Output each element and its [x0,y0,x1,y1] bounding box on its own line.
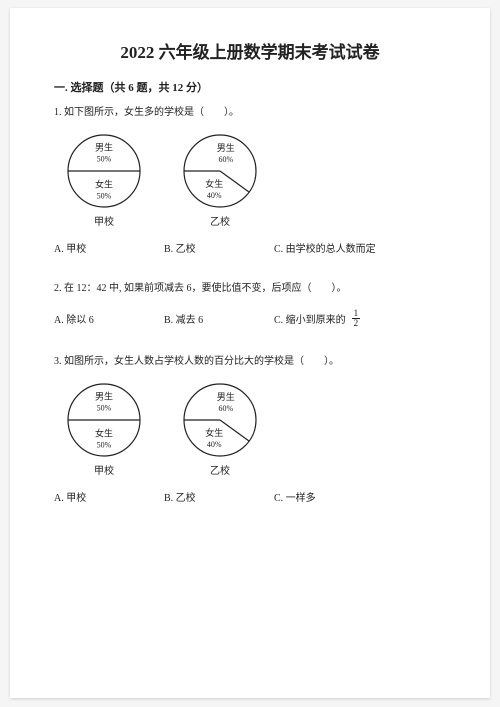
svg-text:50%: 50% [97,154,112,163]
q2-option-b: B. 减去 6 [164,311,274,326]
svg-text:50%: 50% [97,441,112,450]
svg-text:女生: 女生 [95,179,113,190]
q3-options: A. 甲校 B. 乙校 C. 一样多 [54,489,446,504]
svg-text:男生: 男生 [217,391,235,402]
q3-option-b: B. 乙校 [164,489,274,504]
svg-text:男生: 男生 [95,390,113,401]
q2-text: 2. 在 12：42 中, 如果前项减去 6，要使比值不变，后项应（ ）。 [54,281,446,297]
svg-text:男生: 男生 [217,142,235,153]
pie-a-school: 甲校 [94,213,114,228]
svg-text:女生: 女生 [205,178,223,189]
q2-option-a: A. 除以 6 [54,311,164,326]
q1-pie-a: 女生 50% 男生 50% 甲校 [66,133,142,228]
svg-text:40%: 40% [207,191,222,200]
q3-option-a: A. 甲校 [54,489,164,504]
svg-text:60%: 60% [218,404,233,413]
q3-option-c: C. 一样多 [274,489,446,504]
q2-options: A. 除以 6 B. 减去 6 C. 缩小到原来的 1 2 [54,309,446,328]
svg-text:50%: 50% [97,403,112,412]
q1-options: A. 甲校 B. 乙校 C. 由学校的总人数而定 [54,240,446,255]
q3-charts: 女生 50% 男生 50% 甲校 女生 40% 男生 60% 乙校 [66,382,446,477]
svg-text:男生: 男生 [95,141,113,152]
section-heading: 一. 选择题（共 6 题，共 12 分） [54,79,446,95]
svg-text:50%: 50% [97,192,112,201]
q1-text: 1. 如下图所示，女生多的学校是（ ）。 [54,105,446,121]
q1-charts: 女生 50% 男生 50% 甲校 女生 40% 男生 60% 乙校 [66,133,446,228]
pie-chart-b2: 女生 40% 男生 60% [182,382,258,458]
q1-option-c: C. 由学校的总人数而定 [274,240,446,255]
page-title: 2022 六年级上册数学期末考试试卷 [54,38,446,63]
fraction-icon: 1 2 [352,309,361,328]
frac-denominator: 2 [352,319,361,328]
q3-text: 3. 如图所示，女生人数占学校人数的百分比大的学校是（ ）。 [54,354,446,370]
svg-text:60%: 60% [218,155,233,164]
q3-pie-b: 女生 40% 男生 60% 乙校 [182,382,258,477]
q2-option-c: C. 缩小到原来的 1 2 [274,309,446,328]
q2-option-c-text: C. 缩小到原来的 [274,311,346,326]
q1-pie-b: 女生 40% 男生 60% 乙校 [182,133,258,228]
q1-option-a: A. 甲校 [54,240,164,255]
svg-text:40%: 40% [207,440,222,449]
pie-a2-school: 甲校 [94,462,114,477]
exam-page: 2022 六年级上册数学期末考试试卷 一. 选择题（共 6 题，共 12 分） … [10,8,490,698]
pie-b-school: 乙校 [210,213,230,228]
svg-text:女生: 女生 [205,427,223,438]
pie-chart-a2: 女生 50% 男生 50% [66,382,142,458]
pie-chart-a: 女生 50% 男生 50% [66,133,142,209]
svg-text:女生: 女生 [95,428,113,439]
q3-pie-a: 女生 50% 男生 50% 甲校 [66,382,142,477]
pie-b2-school: 乙校 [210,462,230,477]
q1-option-b: B. 乙校 [164,240,274,255]
pie-chart-b: 女生 40% 男生 60% [182,133,258,209]
